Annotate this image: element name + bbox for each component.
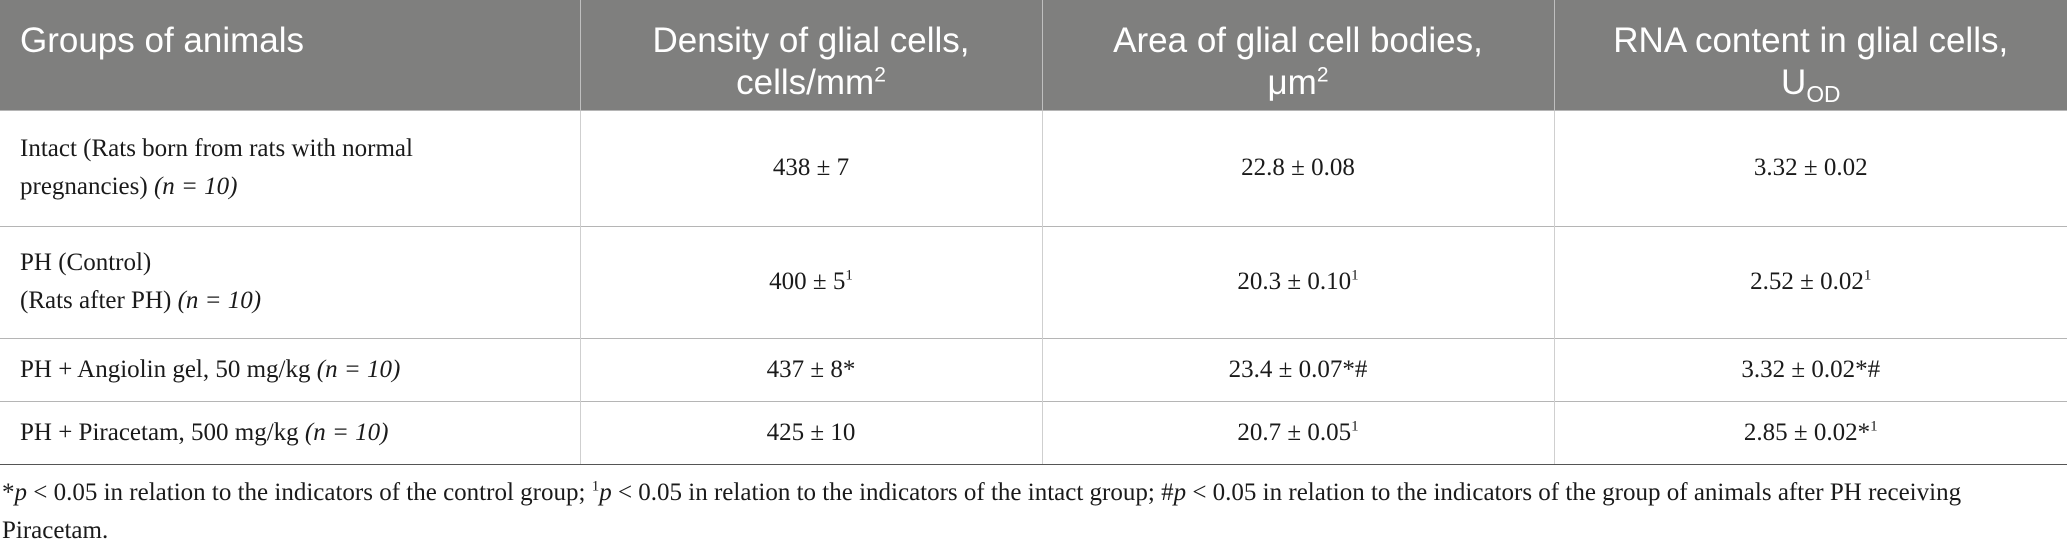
table-row: Intact (Rats born from rats with normal p… [0,109,2067,226]
rna-cell: 3.32 ± 0.02*# [1554,337,2067,401]
group-cell: Intact (Rats born from rats with normal p… [0,109,581,226]
group-cell: PH + Piracetam, 500 mg/kg (n = 10) [0,400,581,465]
group-cell: PH (Control) (Rats after PH) (n = 10) [0,225,581,338]
table-row: PH (Control) (Rats after PH) (n = 10) 400… [0,225,2067,338]
rna-cell: 2.52 ± 0.021 [1554,225,2067,338]
area-cell: 20.7 ± 0.051 [1042,400,1555,465]
rna-cell: 2.85 ± 0.02*1 [1554,400,2067,465]
header-groups: Groups of animals [0,0,581,110]
area-cell: 22.8 ± 0.08 [1042,109,1555,226]
header-area: Area of glial cell bodies, μm2 [1042,0,1555,110]
density-cell: 425 ± 10 [580,400,1043,465]
density-cell: 438 ± 7 [580,109,1043,226]
header-density: Density of glial cells, cells/mm2 [580,0,1043,110]
density-cell: 437 ± 8* [580,337,1043,401]
table-row: PH + Piracetam, 500 mg/kg (n = 10) 425 ±… [0,400,2067,465]
results-table-container: Groups of animals Density of glial cells… [0,0,2067,465]
table-row: PH + Angiolin gel, 50 mg/kg (n = 10) 437… [0,337,2067,401]
header-rna: RNA content in glial cells, UOD [1554,0,2067,110]
density-cell: 400 ± 51 [580,225,1043,338]
results-table: Groups of animals Density of glial cells… [0,0,2067,465]
area-cell: 23.4 ± 0.07*# [1042,337,1555,401]
header-row: Groups of animals Density of glial cells… [0,0,2067,110]
rna-cell: 3.32 ± 0.02 [1554,109,2067,226]
area-cell: 20.3 ± 0.101 [1042,225,1555,338]
table-footnote: *p < 0.05 in relation to the indicators … [2,478,1962,544]
group-cell: PH + Angiolin gel, 50 mg/kg (n = 10) [0,337,581,401]
